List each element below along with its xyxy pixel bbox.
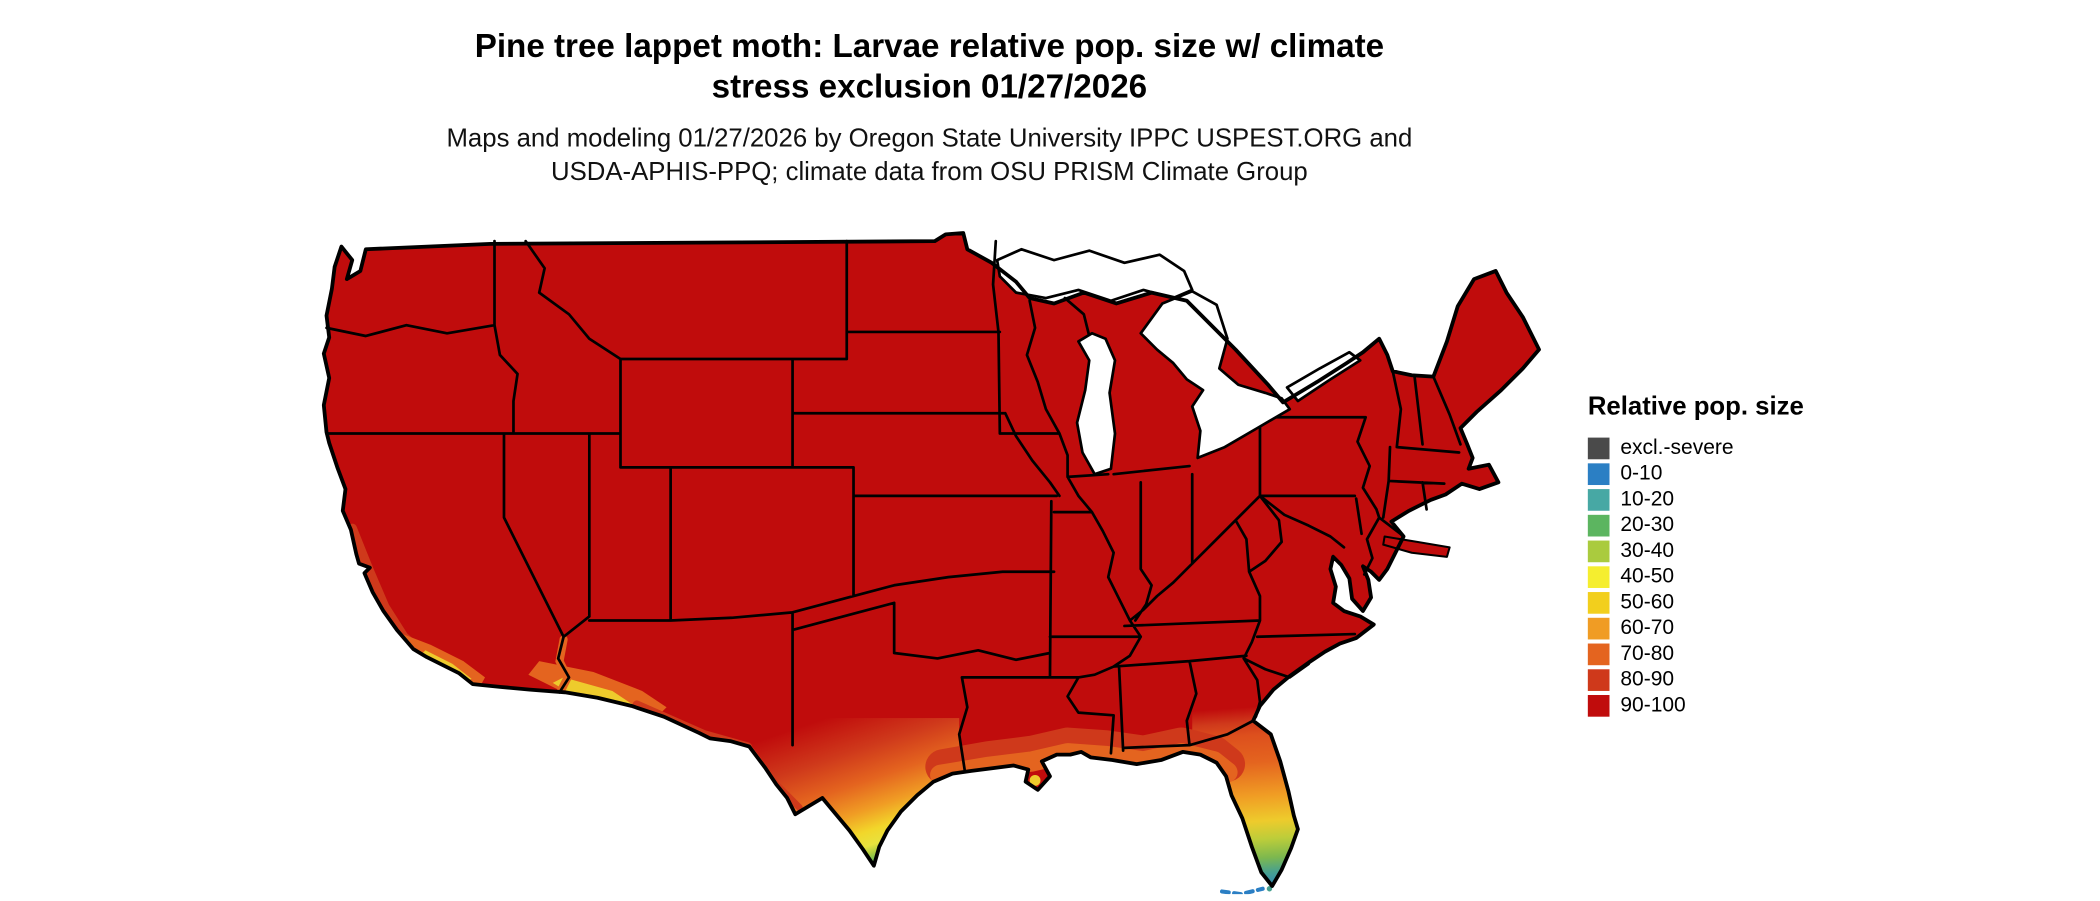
legend-item-label: 0-10 — [1620, 461, 1663, 486]
legend-swatch — [1587, 668, 1610, 691]
legend-item: 40-50 — [1587, 564, 1804, 590]
legend-item: 60-70 — [1587, 615, 1804, 641]
legend-item: 0-10 — [1587, 461, 1804, 487]
legend-swatch — [1587, 436, 1610, 459]
legend-swatch — [1587, 617, 1610, 639]
legend-swatch — [1587, 642, 1610, 665]
delta-yellow-patch — [1029, 774, 1041, 786]
legend-item-label: excl.-severe — [1620, 436, 1734, 460]
legend-item-label: 30-40 — [1620, 539, 1675, 563]
florida-keys — [1219, 886, 1265, 897]
legend-item-label: 60-70 — [1620, 616, 1675, 640]
legend-item-label: 90-100 — [1620, 693, 1686, 717]
florida-keys-east — [1266, 886, 1273, 892]
legend-swatch — [1587, 539, 1610, 562]
lake-michigan — [1075, 331, 1117, 476]
legend-item: 50-60 — [1587, 589, 1804, 615]
us-map — [312, 230, 1545, 897]
us-map-svg — [321, 231, 1541, 897]
map-title-line1: Pine tree lappet moth: Larvae relative p… — [474, 28, 1385, 66]
legend-title: Relative pop. size — [1587, 392, 1804, 422]
legend-item: 10-20 — [1587, 486, 1804, 512]
legend-item: 70-80 — [1587, 641, 1804, 667]
legend-item: excl.-severe — [1587, 435, 1804, 461]
map-title-line2: stress exclusion 01/27/2026 — [711, 69, 1148, 106]
legend-swatch — [1587, 462, 1610, 485]
us-outline — [321, 231, 1541, 888]
legend-item: 80-90 — [1587, 667, 1804, 693]
legend-swatch — [1587, 694, 1610, 717]
legend-item-label: 40-50 — [1620, 564, 1675, 588]
legend-item-label: 50-60 — [1620, 590, 1675, 614]
legend-swatch — [1587, 565, 1610, 588]
map-subtitle: Maps and modeling 01/27/2026 by Oregon S… — [0, 122, 1859, 190]
legend-swatch — [1587, 514, 1610, 536]
legend-swatch — [1587, 488, 1610, 511]
map-title: Pine tree lappet moth: Larvae relative p… — [0, 27, 1859, 108]
legend: Relative pop. size excl.-severe 0-10 10-… — [1587, 392, 1804, 718]
map-subtitle-line1: Maps and modeling 01/27/2026 by Oregon S… — [446, 124, 1413, 154]
lake-huron-erie — [1139, 289, 1292, 460]
legend-item: 30-40 — [1587, 538, 1804, 564]
map-subtitle-line2: USDA-APHIS-PPQ; climate data from OSU PR… — [551, 158, 1308, 187]
legend-item-label: 10-20 — [1620, 487, 1675, 511]
legend-list: excl.-severe 0-10 10-20 20-30 30-40 40-5… — [1587, 435, 1804, 718]
state-borders — [325, 239, 1462, 771]
legend-item-label: 80-90 — [1620, 667, 1675, 691]
legend-item: 20-30 — [1587, 512, 1804, 538]
legend-item: 90-100 — [1587, 692, 1804, 718]
legend-swatch — [1587, 591, 1610, 614]
legend-item-label: 20-30 — [1620, 513, 1675, 537]
legend-item-label: 70-80 — [1620, 642, 1675, 666]
